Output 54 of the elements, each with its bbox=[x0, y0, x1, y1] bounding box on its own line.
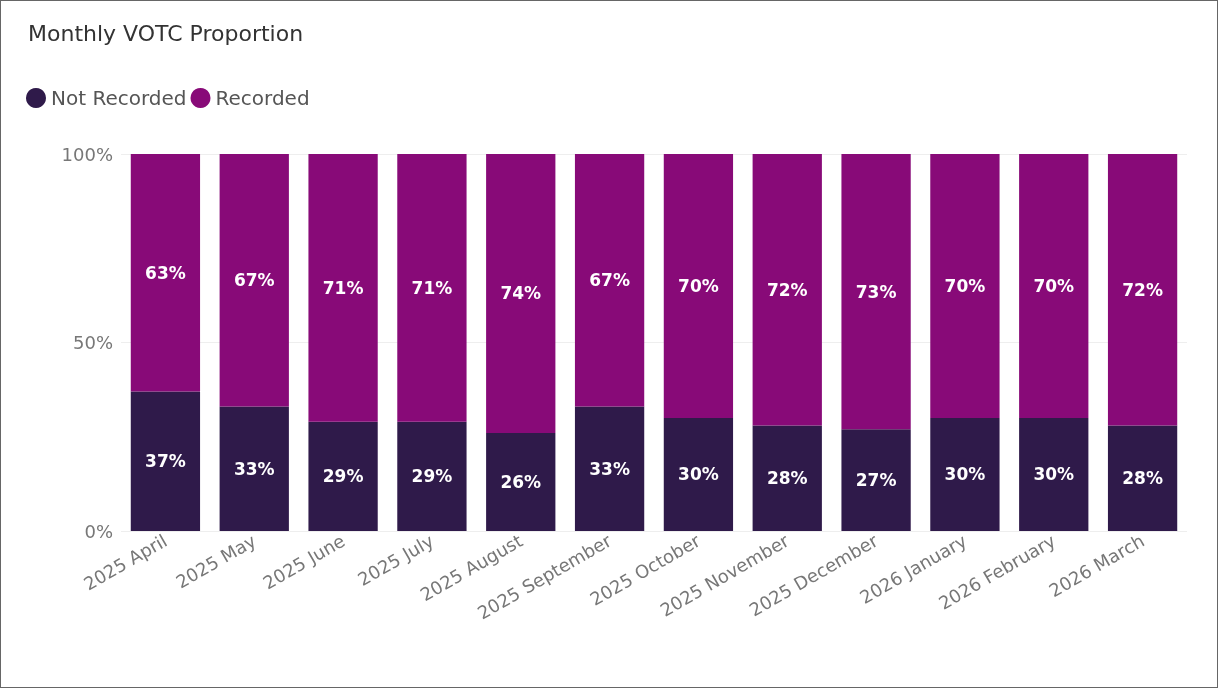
bar bbox=[574, 406, 645, 531]
bar bbox=[308, 154, 378, 422]
bar bbox=[486, 432, 556, 531]
bar bbox=[574, 154, 645, 407]
bar bbox=[752, 425, 822, 531]
y-tick-label: 50% bbox=[72, 332, 113, 353]
data-label: 74% bbox=[500, 283, 542, 304]
data-label: 28% bbox=[1122, 468, 1163, 489]
data-label: 67% bbox=[589, 270, 630, 291]
bar bbox=[219, 154, 289, 407]
bar bbox=[663, 417, 734, 531]
bar bbox=[130, 154, 201, 392]
legend-label: Recorded bbox=[215, 86, 310, 110]
bar bbox=[930, 154, 1000, 418]
data-label: 70% bbox=[678, 275, 719, 296]
data-label: 73% bbox=[855, 281, 897, 302]
data-label: 67% bbox=[233, 270, 275, 291]
data-label: 30% bbox=[1033, 464, 1075, 485]
data-label: 28% bbox=[766, 468, 808, 489]
data-label: 29% bbox=[322, 466, 364, 487]
bar bbox=[397, 154, 467, 422]
y-tick-label: 100% bbox=[61, 143, 113, 165]
bar bbox=[841, 429, 911, 531]
data-label: 63% bbox=[145, 262, 186, 283]
bar bbox=[308, 421, 378, 531]
data-label: 29% bbox=[411, 466, 453, 487]
bar bbox=[1019, 417, 1089, 531]
bar bbox=[663, 154, 734, 418]
data-label: 26% bbox=[500, 471, 542, 492]
bar bbox=[486, 154, 556, 433]
data-label: 30% bbox=[678, 464, 719, 485]
bar bbox=[397, 421, 467, 531]
bar bbox=[752, 154, 822, 426]
y-tick-label: 0% bbox=[84, 520, 113, 542]
bar bbox=[1107, 154, 1178, 426]
bar bbox=[930, 417, 1000, 531]
data-label: 30% bbox=[944, 464, 986, 485]
bar bbox=[219, 406, 289, 531]
data-label: 37% bbox=[145, 451, 186, 472]
data-label: 70% bbox=[1033, 275, 1075, 296]
data-label: 71% bbox=[322, 277, 364, 298]
data-label: 71% bbox=[411, 277, 453, 298]
data-label: 72% bbox=[1122, 279, 1163, 300]
data-label: 70% bbox=[944, 275, 986, 296]
data-label: 33% bbox=[589, 458, 630, 479]
bar bbox=[130, 391, 201, 531]
data-label: 33% bbox=[233, 458, 275, 479]
bar bbox=[841, 154, 911, 430]
chart-title: Monthly VOTC Proportion bbox=[28, 20, 304, 46]
legend-label: Not Recorded bbox=[51, 86, 187, 110]
bar bbox=[1107, 425, 1178, 531]
data-label: 72% bbox=[766, 279, 808, 300]
bar bbox=[1019, 154, 1089, 418]
data-label: 27% bbox=[855, 470, 897, 491]
